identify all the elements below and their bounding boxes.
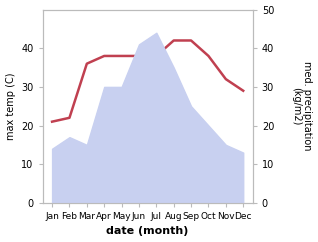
Y-axis label: max temp (C): max temp (C) — [5, 72, 16, 140]
X-axis label: date (month): date (month) — [107, 227, 189, 236]
Y-axis label: med. precipitation
(kg/m2): med. precipitation (kg/m2) — [291, 61, 313, 151]
